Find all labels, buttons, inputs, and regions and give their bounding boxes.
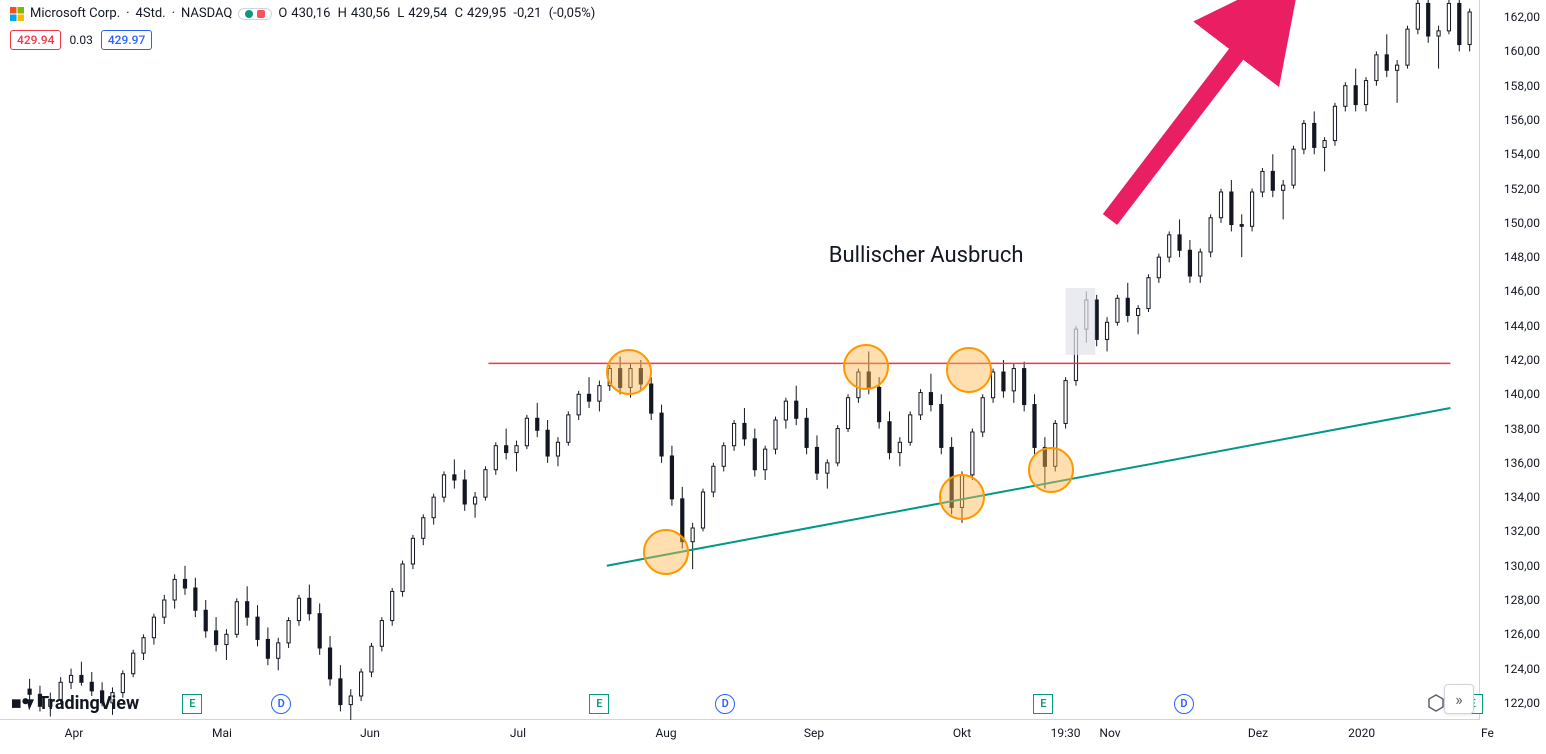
touch-point-circle[interactable] (606, 349, 652, 395)
time-axis[interactable]: AprMaiJunJulAugSepOkt19:30NovDez2020Fe (0, 719, 1480, 754)
price-axis[interactable]: 162,00 160,00 158,00 156,00 154,00 152,00 150,… (1479, 0, 1546, 720)
x-tick: Nov (1099, 726, 1120, 740)
y-tick: 152,00 (1504, 182, 1540, 196)
x-tick: Sep (804, 726, 824, 740)
ohlc-high: 430,56 (351, 6, 390, 21)
scroll-to-recent-button[interactable]: » (1444, 684, 1474, 714)
ohlc-low: 429,54 (408, 6, 447, 21)
y-tick: 142,00 (1504, 353, 1540, 367)
y-tick: 128,00 (1504, 593, 1540, 607)
y-tick: 124,00 (1504, 662, 1540, 676)
earnings-marker[interactable]: E (1033, 694, 1053, 714)
chevrons-right-icon: » (1455, 690, 1463, 709)
ohlc-open: 430,16 (291, 6, 330, 21)
x-tick: Apr (65, 726, 84, 740)
y-tick: 144,00 (1504, 319, 1540, 333)
x-tick: 2020 (1348, 726, 1375, 740)
touch-point-circle[interactable] (1028, 447, 1074, 493)
y-tick: 148,00 (1504, 250, 1540, 264)
y-tick: 134,00 (1504, 490, 1540, 504)
touch-point-circle[interactable] (946, 347, 992, 393)
split-marker-icon[interactable] (1427, 694, 1445, 712)
y-tick: 136,00 (1504, 456, 1540, 470)
y-tick: 150,00 (1504, 216, 1540, 230)
symbol-name[interactable]: Microsoft Corp. (30, 6, 120, 21)
dividend-marker[interactable]: D (1174, 694, 1194, 714)
x-tick: Okt (953, 726, 971, 740)
tradingview-logo[interactable]: TradingView (12, 692, 139, 714)
y-tick: 138,00 (1504, 422, 1540, 436)
y-tick: 122,00 (1504, 696, 1540, 710)
x-tick: Jun (360, 726, 380, 740)
y-tick: 154,00 (1504, 147, 1540, 161)
ohlc-close: 429,95 (467, 6, 506, 21)
x-tick: Dez (1248, 726, 1268, 740)
y-tick: 156,00 (1504, 113, 1540, 127)
y-tick: 160,00 (1504, 44, 1540, 58)
x-tick: Mai (212, 726, 232, 740)
ohlc-change: -0,21 (513, 6, 541, 21)
x-tick: Fe (1481, 726, 1494, 740)
y-tick: 162,00 (1504, 10, 1540, 24)
touch-point-circle[interactable] (643, 529, 689, 575)
x-tick: 19:30 (1051, 726, 1081, 740)
bid-ask-row: 429.94 0.03 429.97 (10, 30, 152, 50)
y-tick: 158,00 (1504, 79, 1540, 93)
y-tick: 132,00 (1504, 524, 1540, 538)
y-tick: 146,00 (1504, 284, 1540, 298)
ask-price[interactable]: 429.97 (101, 30, 152, 50)
x-tick: Jul (510, 726, 526, 740)
interval-label[interactable]: 4Std. (136, 6, 166, 21)
touch-point-circle[interactable] (939, 474, 985, 520)
microsoft-icon (10, 7, 24, 21)
spread-value: 0.03 (69, 33, 92, 47)
plot-area[interactable]: EDEDEDE Bullischer Ausbruch (0, 0, 1480, 720)
tradingview-icon (12, 692, 34, 714)
earnings-marker[interactable]: E (589, 694, 609, 714)
market-open-dot-icon (245, 10, 253, 18)
dividend-marker[interactable]: D (271, 694, 291, 714)
candlestick-series (0, 0, 1480, 720)
chart-header: Microsoft Corp. · 4Std. · NASDAQ O430,16… (10, 6, 599, 21)
ohlc-change-pct: (-0,05%) (549, 6, 596, 21)
earnings-marker[interactable]: E (182, 694, 202, 714)
delayed-dot-icon (257, 10, 265, 18)
y-tick: 126,00 (1504, 627, 1540, 641)
bid-price[interactable]: 429.94 (10, 30, 61, 50)
touch-point-circle[interactable] (843, 344, 889, 390)
y-tick: 130,00 (1504, 559, 1540, 573)
dividend-marker[interactable]: D (715, 694, 735, 714)
breakout-annotation[interactable]: Bullischer Ausbruch (829, 243, 1024, 268)
exchange-label: NASDAQ (181, 6, 232, 21)
x-tick: Aug (655, 726, 676, 740)
status-badge (238, 8, 272, 20)
chart-root: Microsoft Corp. · 4Std. · NASDAQ O430,16… (0, 0, 1546, 754)
ohlc-display: O430,16 H430,56 L429,54 C429,95 -0,21 (-… (278, 6, 599, 21)
y-tick: 140,00 (1504, 387, 1540, 401)
